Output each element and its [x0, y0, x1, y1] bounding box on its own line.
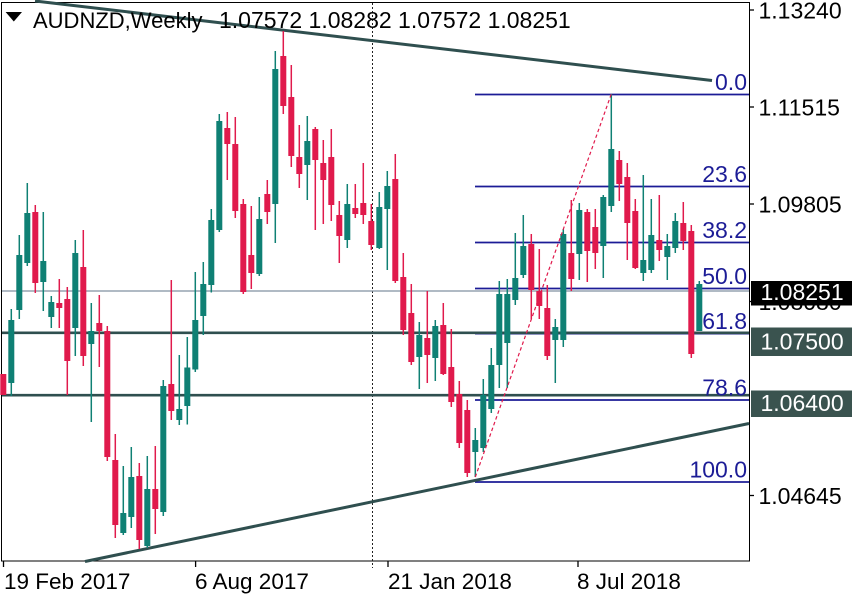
svg-text:1.07500: 1.07500: [761, 329, 844, 355]
svg-text:1.13240: 1.13240: [759, 0, 842, 23]
svg-text:1.09805: 1.09805: [759, 191, 842, 217]
svg-text:1.08251: 1.08251: [761, 279, 844, 305]
svg-text:1.11515: 1.11515: [759, 94, 840, 120]
svg-text:1.06400: 1.06400: [761, 390, 844, 416]
svg-text:61.8: 61.8: [702, 308, 747, 334]
svg-text:1.07572 1.08282 1.07572 1.0825: 1.07572 1.08282 1.07572 1.08251: [219, 7, 571, 33]
svg-text:AUDNZD,Weekly: AUDNZD,Weekly: [33, 8, 203, 33]
svg-text:100.0: 100.0: [689, 457, 747, 483]
svg-text:8 Jul 2018: 8 Jul 2018: [577, 569, 681, 594]
svg-text:78.6: 78.6: [702, 375, 747, 401]
svg-text:6 Aug 2017: 6 Aug 2017: [195, 569, 309, 594]
svg-text:1.04645: 1.04645: [759, 483, 842, 509]
svg-text:50.0: 50.0: [702, 263, 747, 289]
svg-text:21 Jan 2018: 21 Jan 2018: [388, 569, 512, 594]
svg-text:38.2: 38.2: [702, 217, 747, 243]
svg-text:0.0: 0.0: [715, 69, 747, 95]
svg-text:19 Feb 2017: 19 Feb 2017: [4, 569, 130, 594]
svg-text:23.6: 23.6: [702, 161, 747, 187]
